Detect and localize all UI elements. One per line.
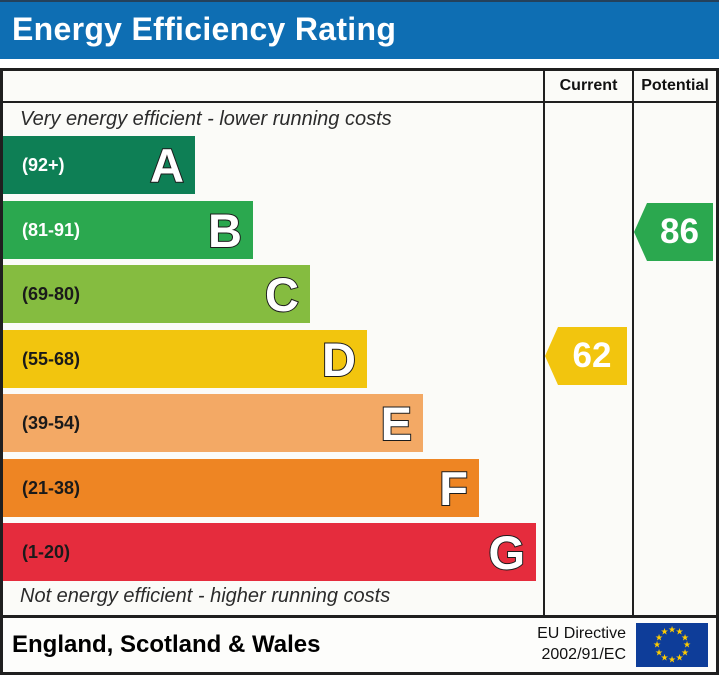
band-bar-f: (21-38) F: [3, 459, 479, 517]
header-spacer-cell: [3, 71, 543, 103]
bottom-note: Not energy efficient - higher running co…: [20, 585, 391, 607]
band-bar-b: (81-91) B: [3, 201, 253, 259]
rating-table: Current Potential Very energy efficient …: [0, 68, 719, 675]
region-label: England, Scotland & Wales: [12, 631, 321, 658]
potential-column: 86: [632, 103, 716, 615]
eu-star-icon: ★: [667, 654, 677, 665]
band-bar-g: (1-20) G: [3, 523, 536, 581]
band-range-label: (92+): [22, 154, 65, 175]
chart-header: Energy Efficiency Rating: [0, 0, 719, 59]
band-letter: E: [380, 396, 413, 450]
band-letter: A: [149, 138, 185, 192]
eu-star-icon: ★: [675, 652, 684, 663]
potential-rating-value: 86: [660, 212, 699, 251]
eu-star-icon: ★: [680, 647, 690, 657]
potential-rating-arrow: 86: [634, 203, 713, 261]
band-range-label: (81-91): [22, 219, 81, 240]
eu-star-icon: ★: [654, 632, 664, 642]
eu-star-icon: ★: [660, 652, 669, 663]
band-letter: B: [207, 203, 243, 257]
band-bar-c: (69-80) C: [3, 265, 310, 323]
current-column-header: Current: [543, 71, 632, 103]
eu-star-icon: ★: [654, 647, 664, 657]
eu-star-icon: ★: [667, 624, 677, 635]
eu-directive-line1: EU Directive: [537, 625, 626, 643]
eu-star-icon: ★: [660, 626, 669, 637]
current-rating-value: 62: [572, 336, 612, 375]
footer-right-group: EU Directive 2002/91/EC ★ ★ ★ ★ ★ ★ ★ ★ ★ ★ ★ ★: [537, 623, 708, 667]
band-letter: F: [438, 461, 469, 515]
top-note: Very energy efficient - lower running co…: [20, 108, 392, 130]
page-title: Energy Efficiency Rating: [12, 11, 397, 47]
bands-area: Very energy efficient - lower running co…: [3, 103, 543, 615]
eu-directive-label: EU Directive 2002/91/EC: [537, 624, 626, 666]
eu-directive-line2: 2002/91/EC: [541, 646, 626, 663]
current-rating-arrow: 62: [545, 327, 627, 385]
band-range-label: (21-38): [22, 477, 81, 498]
eu-flag-icon: ★ ★ ★ ★ ★ ★ ★ ★ ★ ★ ★ ★: [636, 623, 708, 667]
band-bar-e: (39-54) E: [3, 394, 423, 452]
band-range-label: (39-54): [22, 412, 81, 433]
potential-column-header: Potential: [632, 71, 716, 103]
band-letter: C: [264, 267, 300, 321]
band-range-label: (69-80): [22, 283, 81, 304]
table-footer: England, Scotland & Wales EU Directive 2…: [3, 615, 716, 672]
eu-star-icon: ★: [682, 639, 692, 650]
eu-star-icon: ★: [680, 632, 690, 642]
current-column: 62: [543, 103, 632, 615]
band-bar-a: (92+) A: [3, 136, 195, 194]
band-bar-d: (55-68) D: [3, 330, 367, 388]
band-letter: D: [321, 332, 357, 386]
eu-star-icon: ★: [652, 639, 662, 650]
band-letter: G: [487, 525, 526, 579]
eu-star-icon: ★: [675, 626, 684, 637]
band-range-label: (1-20): [22, 541, 71, 562]
band-range-label: (55-68): [22, 348, 81, 369]
